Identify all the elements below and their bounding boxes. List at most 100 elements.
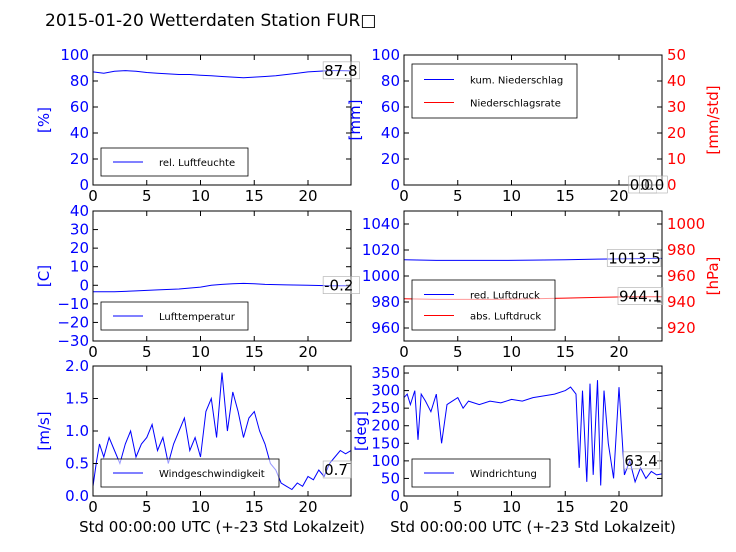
annotation-box xyxy=(617,287,664,305)
x-tick-label: 5 xyxy=(142,343,152,361)
legend-box xyxy=(100,301,249,331)
legend-label: kum. Niederschlag xyxy=(470,76,563,87)
y-axis-label: [m/s] xyxy=(35,411,53,450)
x-tick-label: 0 xyxy=(88,343,98,361)
x-tick-label: 10 xyxy=(191,343,210,361)
x-tick-label: 15 xyxy=(245,187,264,205)
legend-label: Lufttemperatur xyxy=(159,312,236,323)
panel-pressure: 0 5 10 15 20 960 980 1000 1020 1040 920 940 960 980 10… xyxy=(362,210,722,361)
y-tick-label: 2.0 xyxy=(65,357,89,375)
y-tick-label: 40 xyxy=(70,124,89,142)
x-tick-label: 5 xyxy=(453,187,463,205)
y-tick-label: −10 xyxy=(57,295,89,313)
y-tick-label-right: 0 xyxy=(667,176,677,194)
x-tick-label: 5 xyxy=(453,343,463,361)
value-annotation: 944.1 xyxy=(619,288,662,306)
y-tick-label: −20 xyxy=(57,313,89,331)
x-tick-label: 20 xyxy=(609,343,628,361)
y-tick-label-right: 1000 xyxy=(667,215,705,233)
legend-box xyxy=(411,279,556,331)
legend-label: abs. Luftdruck xyxy=(470,312,541,323)
y-tick-label: 1000 xyxy=(362,267,400,285)
legend-box xyxy=(411,63,578,119)
x-tick-label: 15 xyxy=(245,498,264,516)
annotation-box xyxy=(322,276,360,294)
y-tick-label-right: 920 xyxy=(667,319,696,337)
y-tick-label: 100 xyxy=(371,46,400,64)
legend-label: rel. Luftfeuchte xyxy=(159,158,235,169)
y-tick-label-right: 40 xyxy=(667,72,686,90)
x-tick-label: 15 xyxy=(556,343,575,361)
panel-humidity: 0 5 10 15 20 0 20 40 60 80 100 [%] rel. Luftfeuchte 8… xyxy=(35,46,360,205)
y-tick-label: 20 xyxy=(70,239,89,257)
y-tick-label: 0.5 xyxy=(65,455,89,473)
x-tick-label: 10 xyxy=(191,187,210,205)
y-tick-label-right: 50 xyxy=(667,46,686,64)
y-tick-label: 50 xyxy=(381,469,400,487)
y-tick-label: 200 xyxy=(371,417,400,435)
annotation-box xyxy=(639,175,668,194)
y-tick-label: −30 xyxy=(57,332,89,350)
x-axis-label: Std 00:00:00 UTC (+-23 Std Lokalzeit) xyxy=(390,518,676,536)
x-tick-label: 20 xyxy=(298,498,317,516)
plot-frame xyxy=(92,210,352,342)
plot-frame xyxy=(92,54,352,186)
x-tick-label: 5 xyxy=(142,187,152,205)
y-tick-label: 960 xyxy=(371,319,400,337)
x-axis-label: Std 00:00:00 UTC (+-23 Std Lokalzeit) xyxy=(79,518,365,536)
x-tick-label: 20 xyxy=(298,187,317,205)
x-tick-label: 5 xyxy=(453,498,463,516)
y-tick-label: 30 xyxy=(70,221,89,239)
y-tick-label: 60 xyxy=(70,98,89,116)
value-annotation: 1013.5 xyxy=(608,249,661,267)
y-tick-label: 40 xyxy=(70,202,89,220)
x-tick-label: 10 xyxy=(191,498,210,516)
value-annotation: -0.2 xyxy=(324,277,353,295)
panel-precipitation: 0 5 10 15 20 0 20 40 60 80 100 0 10 20 30 40 50 [mm] [mm/s… xyxy=(346,46,722,205)
figure-title: 2015-01-20 Wetterdaten Station FUR□ xyxy=(45,11,376,31)
x-tick-label: 20 xyxy=(609,498,628,516)
y-tick-label: 1040 xyxy=(362,215,400,233)
annotation-box xyxy=(322,61,360,80)
panel-windspeed: 0 5 10 15 20 0.0 0.5 1.0 1.5 2.0 [m/s] Std 00:00:00… xyxy=(35,357,365,536)
y-tick-label: 300 xyxy=(371,382,400,400)
y-tick-label: 100 xyxy=(371,452,400,470)
value-annotation: 0.0 xyxy=(630,176,654,194)
y-axis-label-right: [mm/std] xyxy=(704,85,722,154)
legend-label: red. Luftdruck xyxy=(470,291,540,302)
y-tick-label: 20 xyxy=(70,150,89,168)
x-tick-label: 15 xyxy=(245,343,264,361)
panel-temperature: 0 5 10 15 20−30−20−10010203040[C]Lufttempera… xyxy=(35,202,360,361)
y-tick-label-right: 10 xyxy=(667,150,686,168)
x-tick-label: 5 xyxy=(142,498,152,516)
y-tick-label-right: 960 xyxy=(667,267,696,285)
x-tick-label: 0 xyxy=(88,187,98,205)
y-axis-label: [deg] xyxy=(352,411,370,451)
annotation-box xyxy=(623,451,661,470)
x-tick-label: 0 xyxy=(88,498,98,516)
annotation-box xyxy=(322,460,352,479)
x-tick-label: 0 xyxy=(399,343,409,361)
plot-frame xyxy=(403,54,663,186)
y-tick-label: 0 xyxy=(79,176,89,194)
y-tick-label-right: 940 xyxy=(667,293,696,311)
y-tick-label-right: 30 xyxy=(667,98,686,116)
y-axis-label: [mm] xyxy=(346,100,364,141)
y-tick-label: 80 xyxy=(70,72,89,90)
y-axis-label: [%] xyxy=(35,107,53,133)
y-tick-label: 0.0 xyxy=(65,487,89,505)
series-line-0 xyxy=(93,372,351,491)
x-tick-label: 15 xyxy=(556,187,575,205)
y-tick-label: 0 xyxy=(390,487,400,505)
x-tick-label: 20 xyxy=(298,343,317,361)
x-tick-label: 10 xyxy=(502,498,521,516)
y-tick-label-right: 20 xyxy=(667,124,686,142)
y-axis-label: [C] xyxy=(35,265,53,287)
value-annotation: 0.0 xyxy=(641,176,665,194)
y-tick-label: 0 xyxy=(79,276,89,294)
y-tick-label: 40 xyxy=(381,124,400,142)
x-tick-label: 0 xyxy=(399,187,409,205)
plot-frame xyxy=(403,365,663,497)
